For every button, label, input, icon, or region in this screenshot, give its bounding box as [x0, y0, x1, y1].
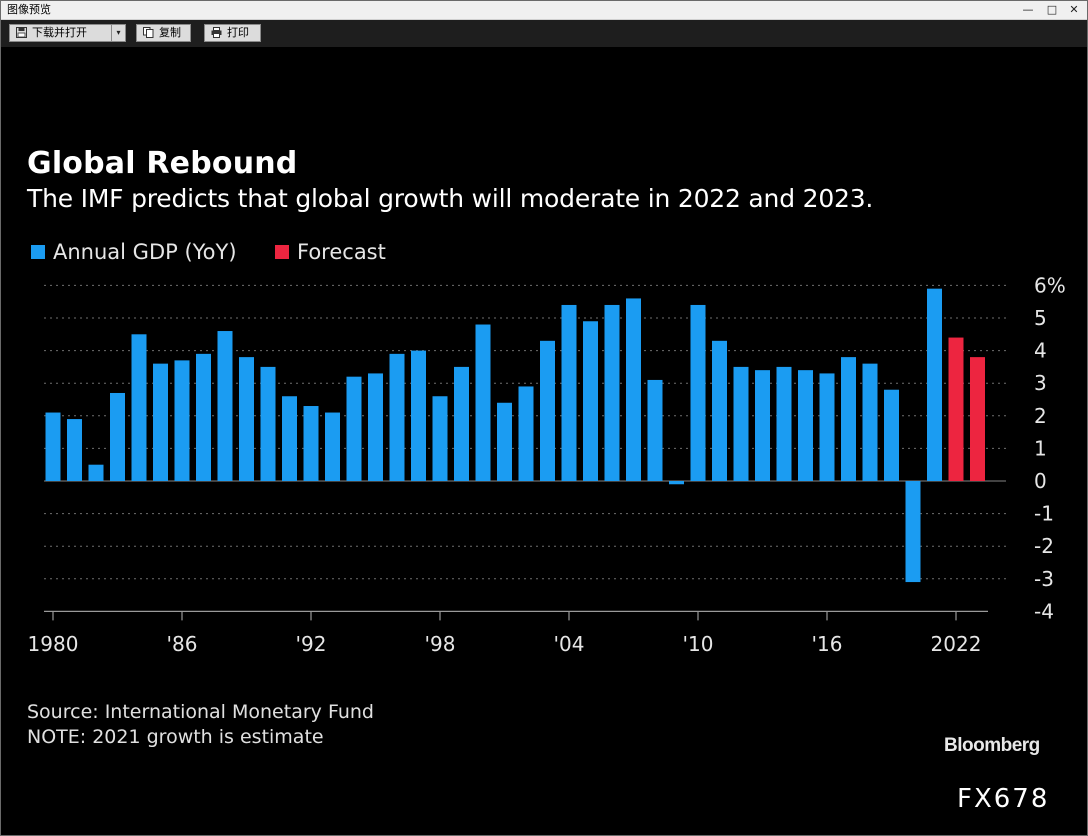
bar-1997	[411, 350, 426, 481]
y-tick-label--1: -1	[1034, 502, 1054, 526]
legend-swatch-forecast	[275, 245, 289, 259]
bar-1991	[282, 396, 297, 481]
x-tick-label-1992: '92	[296, 632, 327, 656]
copy-button[interactable]: 复制	[136, 24, 191, 42]
bar-1996	[389, 353, 405, 481]
bar-1984	[131, 334, 147, 481]
chevron-down-icon: ▾	[116, 28, 121, 37]
y-tick-label-2: 2	[1034, 404, 1047, 428]
bar-2002	[518, 386, 534, 481]
bar-2014	[776, 366, 792, 481]
copy-icon	[143, 27, 154, 38]
download-open-button[interactable]: 下载并打开	[9, 24, 112, 42]
bar-2023	[970, 357, 985, 481]
bar-1995	[368, 373, 383, 481]
bar-2020	[905, 481, 921, 583]
y-tick-label-6: 6%	[1034, 273, 1066, 297]
footnote: NOTE: 2021 growth is estimate	[27, 726, 324, 748]
bar-2022	[948, 337, 964, 481]
x-tick-label-1980: 1980	[28, 632, 79, 656]
bar-2007	[626, 298, 641, 481]
x-tick-label-2016: '16	[812, 632, 843, 656]
bar-2001	[497, 402, 512, 481]
y-tick-label-0: 0	[1034, 469, 1047, 493]
bar-1981	[67, 419, 82, 481]
window-title: 图像预览	[7, 3, 51, 16]
bar-1992	[303, 406, 319, 481]
bar-1989	[239, 357, 254, 481]
bar-2004	[561, 304, 577, 481]
bar-2000	[475, 324, 491, 481]
legend-swatch-annual-gdp	[31, 245, 45, 259]
bar-2021	[927, 288, 942, 481]
bar-1993	[325, 412, 340, 481]
x-tick-label-2010: '10	[683, 632, 714, 656]
bar-2008	[647, 379, 663, 481]
bar-2018	[862, 363, 878, 481]
print-label: 打印	[227, 26, 249, 39]
y-tick-label-4: 4	[1034, 339, 1047, 363]
bar-2013	[755, 370, 770, 481]
bar-2019	[884, 389, 899, 481]
y-tick-label--3: -3	[1034, 567, 1054, 591]
bar-2017	[841, 357, 856, 481]
bar-2015	[798, 370, 813, 481]
bar-1980	[45, 412, 61, 481]
x-tick-label-2022: 2022	[931, 632, 982, 656]
legend-label-forecast: Forecast	[297, 240, 386, 264]
legend-label-annual-gdp: Annual GDP (YoY)	[53, 240, 237, 264]
y-tick-label--2: -2	[1034, 534, 1054, 558]
bar-1982	[88, 464, 104, 481]
x-tick-label-1986: '86	[167, 632, 198, 656]
y-tick-label-5: 5	[1034, 306, 1047, 330]
toolbar: 下载并打开 ▾ 复制 打印	[1, 20, 1087, 47]
close-icon[interactable]: ✕	[1069, 3, 1079, 16]
copy-label: 复制	[159, 26, 181, 39]
bar-1985	[153, 363, 168, 481]
x-tick-label-2004: '04	[554, 632, 585, 656]
minimize-icon[interactable]: —	[1022, 3, 1034, 16]
y-tick-label-3: 3	[1034, 371, 1047, 395]
bar-2005	[583, 321, 598, 481]
y-tick-label-1: 1	[1034, 436, 1047, 460]
chart-title: Global Rebound	[27, 146, 298, 181]
bar-1986	[174, 360, 190, 481]
bar-1998	[432, 396, 448, 481]
save-icon	[16, 27, 27, 38]
print-button[interactable]: 打印	[204, 24, 261, 42]
bar-2011	[712, 340, 727, 481]
bloomberg-logo: Bloomberg	[944, 735, 1040, 756]
bar-1987	[196, 353, 211, 481]
y-tick-label--4: -4	[1034, 599, 1054, 623]
bar-1999	[454, 366, 469, 481]
bar-1994	[346, 376, 362, 481]
bar-2016	[819, 373, 835, 481]
maximize-icon[interactable]: □	[1046, 3, 1058, 16]
printer-icon	[211, 27, 222, 38]
bar-1983	[110, 392, 125, 481]
source-note: Source: International Monetary Fund	[27, 701, 374, 723]
title-bar: 图像预览 — □ ✕	[1, 1, 1087, 20]
bar-2010	[690, 304, 706, 481]
download-dropdown-button[interactable]: ▾	[111, 24, 126, 42]
download-open-label: 下载并打开	[32, 26, 87, 39]
bar-2003	[540, 340, 555, 481]
bar-1988	[217, 331, 233, 481]
watermark-code: FX678	[957, 784, 1050, 814]
chart-subtitle: The IMF predicts that global growth will…	[27, 184, 874, 213]
bar-2009	[669, 481, 684, 485]
bar-1990	[260, 366, 276, 481]
bar-2012	[733, 366, 749, 481]
bar-2006	[604, 304, 620, 481]
x-tick-label-1998: '98	[425, 632, 456, 656]
